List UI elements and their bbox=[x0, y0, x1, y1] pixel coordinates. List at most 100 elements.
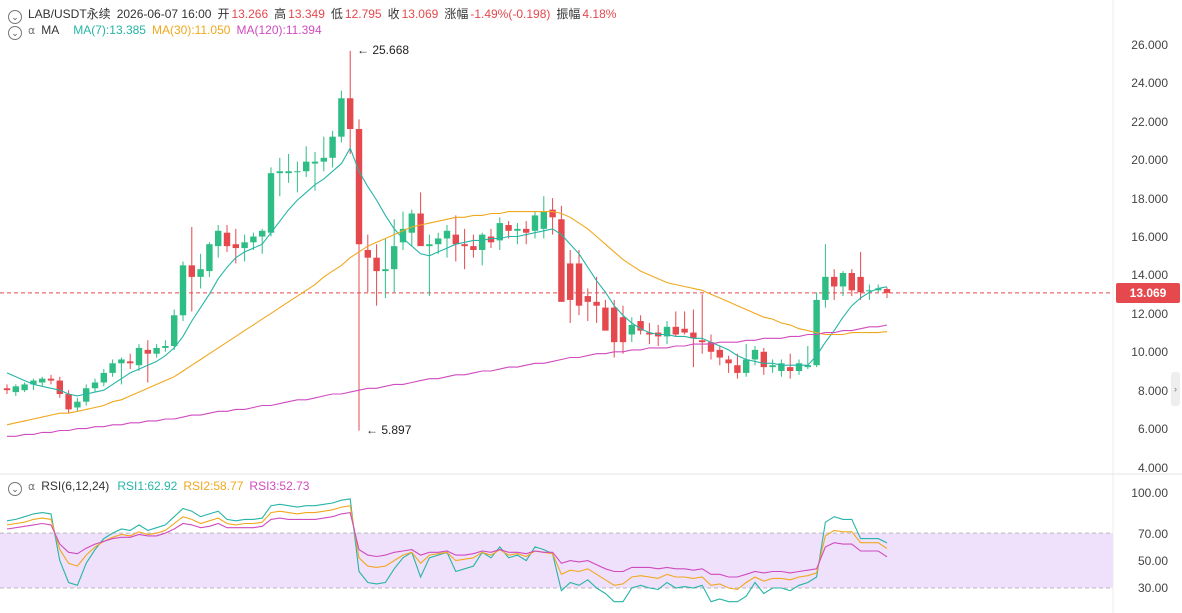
candle-body bbox=[663, 326, 671, 337]
rsi-tick-label: 50.00 bbox=[1137, 554, 1168, 568]
candle-body bbox=[215, 230, 222, 247]
change-value: -1.49%(-0.198) bbox=[470, 7, 551, 21]
candle-body bbox=[540, 211, 547, 229]
change-label: 涨幅 bbox=[444, 7, 469, 21]
price-tick-label: 24.000 bbox=[1131, 76, 1168, 90]
candle-body bbox=[866, 290, 873, 292]
close-label: 收 bbox=[387, 7, 400, 21]
rsi-legend: ⌄ ⍺ RSI(6,12,24) RSI1:62.92 RSI2:58.77 RSI3:5… bbox=[8, 479, 315, 496]
candle-body bbox=[285, 171, 292, 174]
candle-body bbox=[875, 288, 882, 291]
scroll-right-handle[interactable]: › bbox=[1171, 372, 1180, 406]
candle-body bbox=[487, 236, 495, 243]
candle-body bbox=[822, 276, 829, 300]
ma30-line bbox=[6, 211, 888, 426]
candle-body bbox=[241, 242, 248, 249]
candle-body bbox=[883, 289, 891, 293]
amplitude-value: 4.18% bbox=[582, 7, 617, 21]
ohlc-header: ⌄ LAB/USDT永续 2026-06-07 16:00 开 13.266 高 13.34… bbox=[8, 5, 622, 24]
price-tick-label: 16.000 bbox=[1131, 230, 1168, 244]
candle-body bbox=[637, 321, 644, 331]
candle-body bbox=[188, 265, 195, 277]
candle-body bbox=[338, 98, 345, 137]
high-marker: ← 25.668 bbox=[357, 43, 410, 57]
candle-body bbox=[619, 317, 627, 343]
ma120-line bbox=[7, 324, 888, 437]
candle-body bbox=[65, 394, 72, 410]
candle-body bbox=[461, 244, 468, 247]
candle-body bbox=[452, 234, 459, 245]
candle-body bbox=[778, 363, 785, 371]
candle-body bbox=[857, 276, 864, 293]
candle-body bbox=[839, 273, 847, 287]
candle-body bbox=[250, 236, 257, 243]
chevron-down-icon[interactable]: ⌄ bbox=[8, 26, 22, 40]
candle-body bbox=[91, 382, 99, 389]
candle-body bbox=[320, 157, 327, 162]
candle-body bbox=[523, 228, 530, 233]
candle-body bbox=[417, 213, 424, 247]
candle-body bbox=[672, 326, 679, 335]
candle-body bbox=[795, 363, 803, 371]
candle-body bbox=[496, 223, 503, 241]
candle-body bbox=[311, 161, 319, 164]
price-tick-label: 18.000 bbox=[1131, 192, 1168, 206]
price-tick-label: 10.000 bbox=[1131, 345, 1168, 359]
rsi-title: RSI(6,12,24) bbox=[41, 479, 110, 493]
candle-body bbox=[267, 173, 275, 233]
candle-body bbox=[206, 244, 213, 272]
candle-body bbox=[646, 332, 653, 335]
rsi-tick-label: 30.00 bbox=[1137, 581, 1168, 595]
price-tick-label: 20.000 bbox=[1131, 153, 1168, 167]
low-label: 低 bbox=[330, 7, 343, 21]
bell-icon[interactable]: ⍺ bbox=[28, 25, 36, 37]
candle-body bbox=[259, 230, 266, 237]
candle-body bbox=[56, 380, 63, 395]
high-value: 13.349 bbox=[288, 7, 325, 21]
candle-body bbox=[100, 372, 107, 383]
candle-body bbox=[118, 359, 125, 364]
low-value: 12.795 bbox=[344, 7, 382, 21]
amplitude-label: 振幅 bbox=[556, 7, 581, 21]
candle-body bbox=[3, 388, 11, 391]
candle-body bbox=[470, 246, 477, 250]
candle-body bbox=[329, 136, 336, 158]
candle-body bbox=[435, 238, 442, 245]
rsi2-value: RSI2:58.77 bbox=[183, 479, 244, 493]
rsi3-line bbox=[6, 511, 888, 578]
candle-body bbox=[787, 367, 794, 371]
price-tick-label: 4.000 bbox=[1137, 461, 1168, 475]
candle-body bbox=[21, 384, 28, 391]
candle-body bbox=[567, 263, 574, 300]
price-tick-label: 26.000 bbox=[1131, 38, 1168, 52]
candle-body bbox=[408, 213, 415, 233]
rsi-tick-label: 100.00 bbox=[1131, 486, 1168, 500]
candle-body bbox=[364, 249, 371, 258]
chevron-down-icon[interactable]: ⌄ bbox=[8, 10, 22, 24]
candle-body bbox=[602, 307, 609, 331]
candle-body bbox=[804, 365, 811, 368]
ma7-line bbox=[6, 146, 888, 397]
candle-body bbox=[575, 263, 583, 306]
candle-body bbox=[699, 340, 706, 343]
price-tick-label: 6.000 bbox=[1137, 422, 1168, 436]
candle-body bbox=[681, 328, 688, 333]
bell-icon[interactable]: ⍺ bbox=[28, 481, 36, 493]
candle-body bbox=[751, 349, 759, 360]
candle-body bbox=[399, 228, 407, 243]
chevron-down-icon[interactable]: ⌄ bbox=[8, 482, 22, 496]
candle-body bbox=[690, 332, 697, 339]
candle-body bbox=[12, 386, 19, 393]
candle-body bbox=[347, 98, 354, 129]
rsi-tick-label: 70.00 bbox=[1137, 527, 1168, 541]
candle-body bbox=[232, 244, 239, 249]
candle-body bbox=[373, 257, 380, 272]
price-tick-label: 12.000 bbox=[1131, 307, 1168, 321]
candle-body bbox=[707, 342, 715, 352]
ma-legend: ⌄ ⍺ MA MA(7):13.385 MA(30):11.050 MA(120):11.… bbox=[8, 23, 328, 40]
ma-title: MA bbox=[41, 23, 60, 37]
candle-body bbox=[294, 171, 301, 173]
ma120-value: MA(120):11.394 bbox=[236, 23, 322, 37]
candle-body bbox=[127, 361, 134, 364]
